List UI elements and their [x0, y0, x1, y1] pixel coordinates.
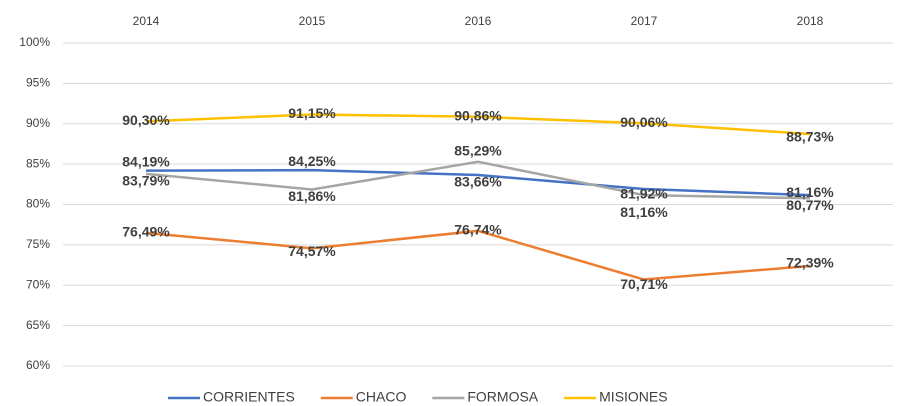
x-tick-label: 2014 [133, 14, 160, 28]
data-label: 83,66% [454, 174, 502, 190]
x-tick-label: 2018 [797, 14, 824, 28]
data-label: 91,15% [288, 105, 336, 121]
data-label: 81,86% [288, 188, 336, 204]
y-tick-label: 65% [26, 318, 50, 332]
x-tick-label: 2017 [631, 14, 658, 28]
data-label: 72,39% [786, 255, 834, 271]
data-label: 88,73% [786, 129, 834, 145]
y-tick-label: 90% [26, 116, 50, 130]
data-label: 90,30% [122, 112, 170, 128]
line [145, 113, 811, 136]
y-tick-label: 70% [26, 277, 50, 291]
y-tick-label: 85% [26, 156, 50, 170]
x-tick-label: 2015 [299, 14, 326, 28]
legend-label: CHACO [356, 389, 407, 405]
y-tick-label: 80% [26, 197, 50, 211]
line [145, 229, 811, 281]
data-label: 81,92% [620, 186, 668, 202]
legend-label: FORMOSA [467, 389, 538, 405]
data-label: 84,19% [122, 153, 170, 169]
legend-label: CORRIENTES [203, 389, 295, 405]
data-label: 76,49% [122, 224, 170, 240]
y-tick-label: 95% [26, 76, 50, 90]
data-label: 81,16% [786, 184, 834, 200]
data-label: 90,86% [454, 108, 502, 124]
data-label: 84,25% [288, 153, 336, 169]
data-label: 80,77% [786, 197, 834, 213]
data-label: 90,06% [620, 114, 668, 130]
x-tick-label: 2016 [465, 14, 492, 28]
data-label: 74,57% [288, 243, 336, 259]
legend-label: MISIONES [599, 389, 667, 405]
data-label: 76,74% [454, 222, 502, 238]
line [145, 160, 811, 200]
data-label: 83,79% [122, 173, 170, 189]
y-tick-label: 60% [26, 358, 50, 372]
data-label: 81,16% [620, 204, 668, 220]
line [145, 168, 811, 197]
y-tick-label: 75% [26, 237, 50, 251]
y-tick-label: 100% [19, 35, 50, 49]
data-label: 85,29% [454, 142, 502, 158]
data-label: 70,71% [620, 276, 668, 292]
